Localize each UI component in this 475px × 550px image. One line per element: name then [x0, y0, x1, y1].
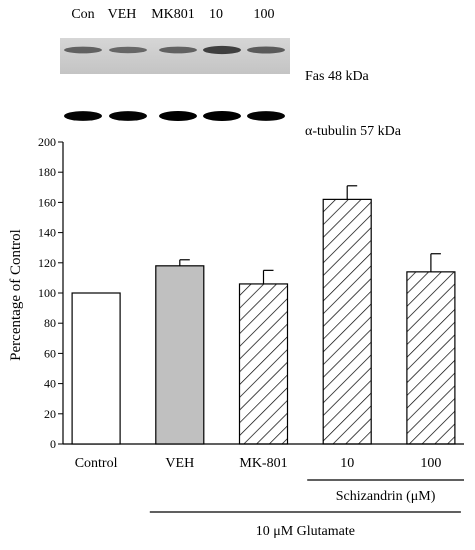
bar-100 — [406, 271, 456, 445]
x-tick-label: Control — [75, 456, 118, 471]
y-tick-label: 80 — [44, 316, 56, 330]
lane-labels: Con VEH MK801 10 100 — [71, 7, 274, 22]
group-label: 10 μM Glutamate — [256, 524, 355, 539]
lane-label: VEH — [108, 7, 137, 22]
fas-band — [247, 46, 285, 54]
y-tick-label: 40 — [44, 377, 56, 391]
y-tick-label: 120 — [38, 256, 56, 270]
bar-chart: 0 20 40 60 80 100 120 140 160 180 200 Control VEH MK… — [8, 135, 464, 539]
group-labels: Schizandrin (μM) 10 μM Glutamate — [149, 479, 464, 539]
fas-bands — [64, 45, 285, 55]
fas-blot-membrane — [60, 38, 290, 74]
x-tick-labels: Control VEH MK-801 10 100 — [75, 456, 442, 471]
y-tick-label: 60 — [44, 346, 56, 360]
x-tick-label: MK-801 — [239, 456, 287, 471]
lane-label: Con — [71, 7, 94, 22]
tubulin-bands — [64, 111, 285, 121]
x-tick-label: 10 — [340, 456, 354, 471]
bar-mk-801 — [238, 283, 289, 445]
fas-band — [203, 45, 241, 55]
lane-label: 10 — [209, 7, 223, 22]
tubulin-band — [159, 111, 197, 121]
fas-band — [64, 46, 102, 54]
tubulin-band — [203, 111, 241, 121]
y-axis-label: Percentage of Control — [8, 229, 24, 361]
y-tick-label: 20 — [44, 407, 56, 421]
bar-10 — [322, 198, 372, 445]
fas-band — [109, 46, 147, 54]
y-tick-label: 200 — [38, 135, 56, 149]
tubulin-band-label: α-tubulin 57 kDa — [305, 124, 402, 139]
y-tick-label: 140 — [38, 226, 56, 240]
lane-label: MK801 — [151, 7, 195, 22]
bars — [71, 198, 456, 445]
x-tick-label: VEH — [165, 456, 194, 471]
y-tick-label: 160 — [38, 195, 56, 209]
fas-band — [159, 46, 197, 54]
tubulin-band — [64, 111, 102, 121]
y-tick-label: 0 — [50, 437, 56, 451]
lane-label: 100 — [254, 7, 275, 22]
y-tick-label: 100 — [38, 286, 56, 300]
tubulin-band — [247, 111, 285, 121]
bar-control — [71, 292, 121, 445]
group-label: Schizandrin (μM) — [336, 489, 436, 504]
error-bars — [179, 185, 441, 284]
y-tick-label: 180 — [38, 165, 56, 179]
western-blot: Con VEH MK801 10 100 Fas 48 kDa α-tubulin 57… — [60, 7, 402, 139]
fas-band-label: Fas 48 kDa — [305, 69, 370, 84]
tubulin-band — [109, 111, 147, 121]
y-axis: 0 20 40 60 80 100 120 140 160 180 200 — [38, 135, 64, 451]
x-tick-label: 100 — [420, 456, 441, 471]
bar-veh — [155, 265, 205, 445]
